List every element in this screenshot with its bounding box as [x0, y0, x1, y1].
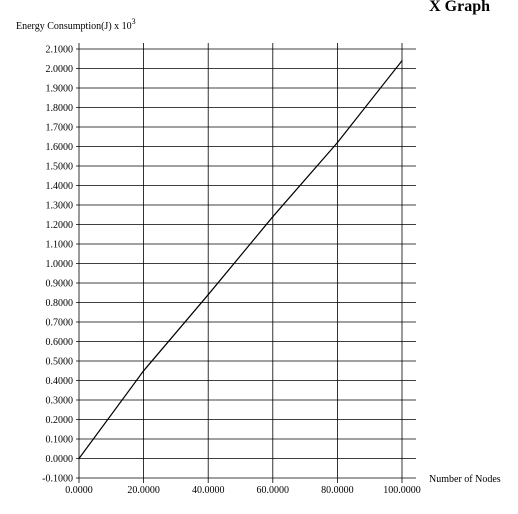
data-point — [78, 457, 80, 460]
y-tick-label: 0.1000 — [46, 435, 74, 446]
y-tick-label: 1.5000 — [46, 162, 74, 173]
y-tick-label: 0.5000 — [46, 357, 74, 368]
grid — [76, 43, 416, 483]
y-tick-label: 1.2000 — [46, 220, 74, 231]
data-point — [143, 370, 145, 372]
y-tick-label: 1.1000 — [46, 240, 74, 251]
y-tick-label: 0.2000 — [46, 415, 74, 426]
x-tick-label: 100.0000 — [383, 485, 421, 496]
series-line — [78, 60, 403, 459]
y-axis-title: Energy Consumption(J) x 103 — [16, 17, 136, 32]
window-title: X Graph — [429, 0, 490, 15]
x-tick-label: 60.0000 — [257, 485, 290, 496]
y-tick-label: 1.6000 — [46, 142, 74, 153]
data-point — [272, 216, 274, 218]
y-tick-label: 2.0000 — [46, 64, 74, 75]
x-axis-title: Number of Nodes — [429, 474, 501, 485]
x-tick-label: 0.0000 — [65, 485, 93, 496]
y-tick-label: 1.0000 — [46, 259, 74, 270]
y-axis-title-exponent: 3 — [132, 17, 136, 26]
y-tick-label: 1.9000 — [46, 84, 74, 95]
y-tick-label: 0.6000 — [46, 337, 74, 348]
y-tick-label: 1.3000 — [46, 201, 74, 212]
y-tick-label: 0.0000 — [46, 454, 74, 465]
y-axis-title-text: Energy Consumption(J) x 10 — [16, 21, 132, 32]
y-tick-label: 1.4000 — [46, 181, 74, 192]
y-tick-label: 0.3000 — [46, 396, 74, 407]
y-tick-label: -0.1000 — [42, 474, 73, 485]
y-tick-label: 1.7000 — [46, 123, 74, 134]
x-tick-label: 80.0000 — [321, 485, 354, 496]
series-layer — [78, 60, 403, 460]
y-tick-label: 0.4000 — [46, 376, 74, 387]
x-tick-label: 20.0000 — [127, 485, 160, 496]
data-point — [336, 142, 338, 144]
data-point — [401, 60, 403, 62]
y-tick-label: 0.8000 — [46, 298, 74, 309]
y-tick-label: 0.9000 — [46, 279, 74, 290]
y-tick-label: 2.1000 — [46, 45, 74, 56]
x-tick-label: 40.0000 — [192, 485, 225, 496]
tick-labels: -0.10000.00000.10000.20000.30000.40000.5… — [42, 45, 421, 497]
data-point — [207, 294, 209, 296]
y-tick-label: 0.7000 — [46, 318, 74, 329]
y-tick-label: 1.8000 — [46, 103, 74, 114]
